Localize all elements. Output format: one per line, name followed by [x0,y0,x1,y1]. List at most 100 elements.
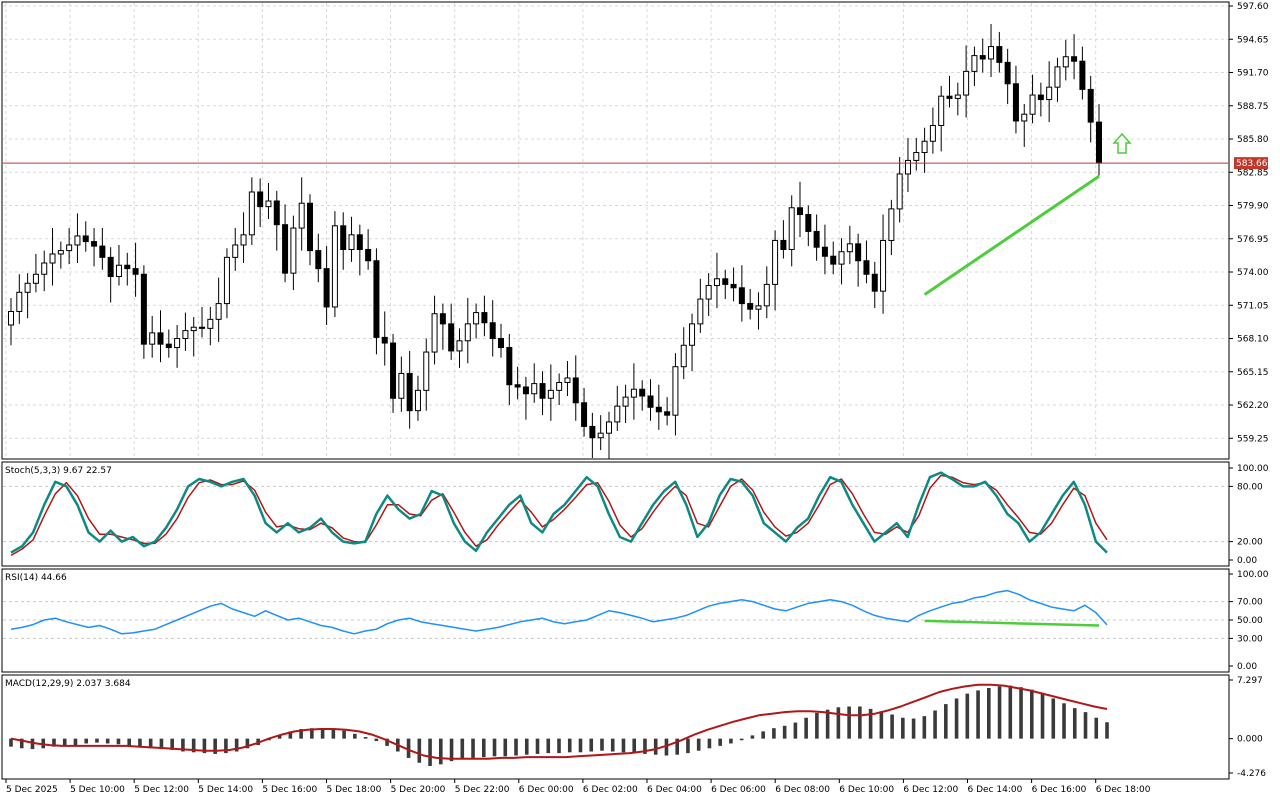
candle-body [82,235,89,243]
candle-body [16,291,23,312]
macd-signal-line [10,683,1108,760]
price-tick-label: 591.70 [1237,69,1269,79]
time-tick-label: 5 Dec 18:00 [327,785,382,795]
macd-histogram-bar [428,738,432,766]
macd-histogram-bar [471,738,475,758]
macd-histogram-bar [320,728,325,739]
candle-body [1079,60,1086,90]
macd-histogram-bar [815,712,819,739]
macd-histogram-bar [675,738,679,755]
candle-body [157,332,164,345]
candle-body [306,202,313,252]
candle-body [788,207,795,250]
candle-body [1021,113,1028,122]
candle-body [331,225,338,308]
candle-body [813,230,820,248]
candle-body [248,191,255,236]
candle-body [348,234,355,250]
candle-body [871,273,878,292]
price-tick-label: 576.95 [1237,235,1269,245]
candle-body [539,383,546,399]
candle-body [431,313,438,353]
macd-histogram-bar [138,738,142,748]
candle-body [265,200,272,208]
candle-body [664,411,671,416]
time-tick-label: 6 Dec 10:00 [839,785,894,795]
macd-histogram-bar [1105,722,1109,739]
time-tick-label: 5 Dec 22:00 [455,785,510,795]
macd-histogram-bar [954,698,959,739]
macd-histogram-bar [1040,692,1045,739]
stoch-main-line [10,471,1108,554]
macd-histogram-bar [922,716,927,739]
candles-series [8,24,1102,460]
candle-body [315,250,322,270]
current-price-badge [1234,157,1268,170]
macd-histogram-bar [643,738,647,754]
indicator-tick-label: 50.00 [1237,616,1263,626]
candle-body [1071,56,1078,62]
candle-body [257,191,264,208]
macd-histogram-bar [901,717,905,739]
stoch-title: Stoch(5,3,3) 9.67 22.57 [5,466,112,476]
candle-body [282,224,289,274]
candle-body [672,366,679,416]
rsi-title: RSI(14) 44.66 [5,573,67,583]
macd-histogram-bar [911,718,916,739]
candle-body [797,207,804,216]
candle-body [8,310,14,326]
candle-body [140,273,147,345]
candle-body [979,55,986,60]
macd-histogram-bar [363,737,368,739]
macd-histogram-bar [299,728,303,739]
candle-body [547,389,554,399]
candle-body [589,425,596,439]
main-pane-frame [1,1,1230,460]
macd-histogram-bar [170,738,174,750]
candle-body [398,372,405,399]
macd-histogram-bar [481,738,486,758]
candle-body [124,264,131,270]
macd-histogram-bar [342,730,346,739]
time-tick-label: 6 Dec 08:00 [775,785,830,795]
time-axis: 5 Dec 2025 5 Dec 10:00 5 Dec 12:00 5 Dec 14… [5,779,1151,795]
macd-histogram-bar [976,690,980,739]
candle-body [738,287,745,305]
candle-body [439,313,446,325]
stoch-pane-frame [1,461,1230,567]
macd-histogram-bar [73,738,78,746]
time-tick-label: 6 Dec 00:00 [519,785,574,795]
macd-histogram-bar [159,738,164,750]
macd-title: MACD(12,29,9) 2.037 3.684 [5,679,131,689]
candle-body [356,234,363,250]
candle-body [365,248,372,262]
macd-histogram-bar [632,738,637,754]
candle-body [763,283,770,307]
stochastic-indicator: 100.00 80.00 20.00 0.00 [3,464,1269,566]
candle-body [830,255,837,265]
candle-body [556,381,563,391]
macd-histogram-bar [181,738,185,752]
time-tick-label: 5 Dec 16:00 [262,785,317,795]
candle-body [713,278,720,287]
macd-histogram-bar [729,738,733,744]
candle-body [880,239,887,292]
macd-histogram-bar [718,738,722,746]
macd-histogram-bar [696,738,701,751]
candle-body [381,336,388,344]
candle-body [988,46,995,60]
macd-histogram-bar [589,738,594,752]
candle-body [846,243,853,253]
candle-body [207,318,214,329]
indicator-tick-label: 0.00 [1237,556,1257,566]
candle-body [863,260,870,275]
candle-body [190,326,197,332]
candle-body [340,225,347,250]
candle-body [531,383,538,395]
candle-body [406,372,413,412]
candle-body [838,251,845,265]
macd-histogram-bar [1029,689,1034,739]
macd-histogram-bar [30,738,35,750]
